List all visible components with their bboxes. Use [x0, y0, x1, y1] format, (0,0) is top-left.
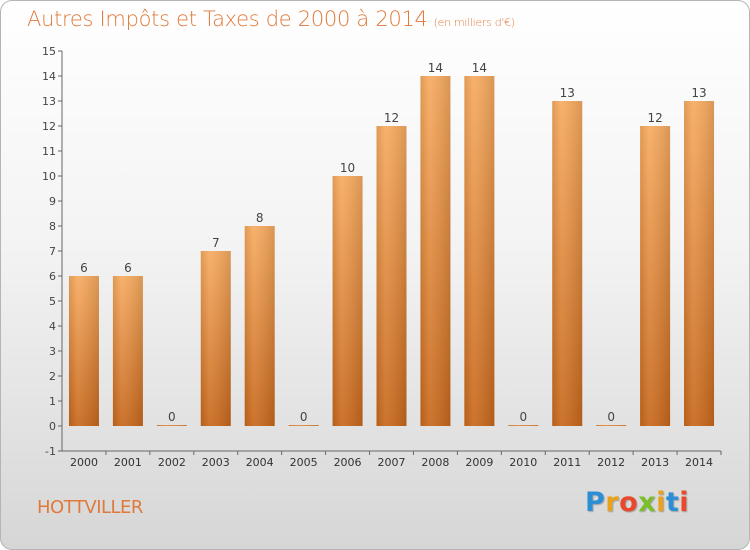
x-tick-label: 2005: [290, 456, 318, 469]
y-tick-label: -1: [45, 445, 56, 458]
data-label: 13: [691, 86, 706, 100]
y-tick-label: 9: [49, 195, 56, 208]
x-tick-label: 2007: [378, 456, 406, 469]
x-tick-label: 2001: [114, 456, 142, 469]
data-label: 10: [340, 161, 355, 175]
data-label: 13: [560, 86, 575, 100]
y-tick-label: 2: [49, 370, 56, 383]
bar-shade: [376, 126, 407, 426]
y-tick-label: 4: [49, 320, 56, 333]
bar-shade: [112, 276, 143, 426]
data-label: 14: [472, 61, 487, 75]
commune-name: HOTTVILLER: [37, 497, 143, 518]
y-tick-label: 6: [49, 270, 56, 283]
x-tick-label: 2011: [553, 456, 581, 469]
data-label: 12: [384, 111, 399, 125]
data-label: 8: [256, 211, 264, 225]
y-tick-label: 10: [42, 170, 56, 183]
x-tick-label: 2006: [334, 456, 362, 469]
bar-shade: [420, 76, 451, 426]
x-tick-label: 2013: [641, 456, 669, 469]
data-label: 14: [428, 61, 443, 75]
x-tick-label: 2000: [70, 456, 98, 469]
x-tick-label: 2009: [465, 456, 493, 469]
data-label: 0: [607, 410, 615, 424]
bar-shade: [464, 76, 495, 426]
data-label: 7: [212, 236, 220, 250]
bar-shade: [552, 101, 583, 426]
proxiti-logo: Proxiti: [585, 487, 690, 518]
y-tick-label: 5: [49, 295, 56, 308]
data-label: 12: [647, 111, 662, 125]
data-label: 0: [168, 410, 176, 424]
chart-unit: (en milliers d'€): [433, 16, 515, 29]
x-tick-label: 2010: [509, 456, 537, 469]
y-tick-label: 14: [42, 70, 56, 83]
data-label: 0: [300, 410, 308, 424]
y-tick-label: 11: [42, 145, 56, 158]
bar-shade: [244, 226, 275, 426]
bar-shade: [596, 425, 627, 426]
bar-shade: [684, 101, 715, 426]
x-tick-label: 2012: [597, 456, 625, 469]
data-label: 6: [80, 261, 88, 275]
x-tick-label: 2008: [421, 456, 449, 469]
bar-shade: [68, 276, 99, 426]
y-tick-label: 3: [49, 345, 56, 358]
bar-shade: [332, 176, 363, 426]
data-label: 0: [519, 410, 527, 424]
bar-shade: [288, 425, 319, 426]
y-tick-label: 7: [49, 245, 56, 258]
y-tick-label: 0: [49, 420, 56, 433]
chart-title: Autres Impôts et Taxes de 2000 à 2014 (en…: [27, 7, 515, 31]
data-label: 6: [124, 261, 132, 275]
y-tick-label: 12: [42, 120, 56, 133]
bar-shade: [640, 126, 671, 426]
bar-shade: [156, 425, 187, 426]
y-tick-label: 1: [49, 395, 56, 408]
bar-shade: [200, 251, 231, 426]
chart-title-text: Autres Impôts et Taxes de 2000 à 2014: [27, 7, 428, 31]
x-tick-label: 2014: [685, 456, 713, 469]
x-tick-label: 2003: [202, 456, 230, 469]
y-tick-label: 15: [42, 45, 56, 58]
x-tick-label: 2002: [158, 456, 186, 469]
x-tick-label: 2004: [246, 456, 274, 469]
y-tick-label: 13: [42, 95, 56, 108]
y-tick-label: 8: [49, 220, 56, 233]
bar-shade: [508, 425, 539, 426]
